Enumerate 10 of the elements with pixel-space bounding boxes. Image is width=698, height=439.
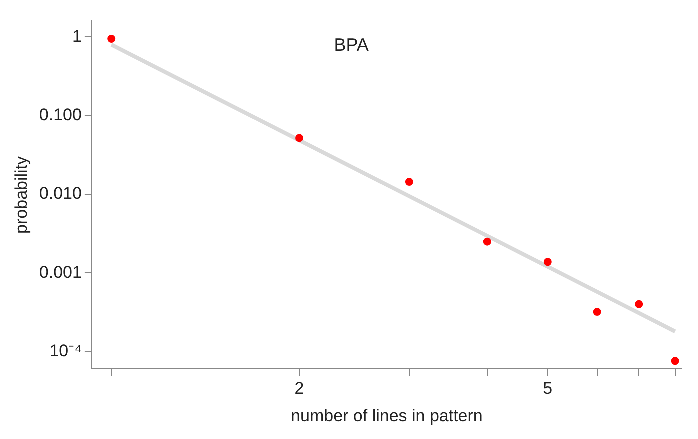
y-axis-title: probability — [12, 156, 31, 234]
x-tick-label: 2 — [294, 379, 304, 398]
x-axis-title: number of lines in pattern — [291, 406, 483, 426]
y-tick-label: 0.100 — [39, 106, 82, 125]
annotation: BPA — [334, 35, 369, 56]
x-tick-label: 5 — [543, 379, 553, 398]
y-tick-label: 1 — [72, 26, 82, 46]
y-tick-label: 10⁻⁴ — [50, 341, 82, 360]
y-tick-label: 0.001 — [39, 262, 82, 282]
y-tick-label: 0.010 — [39, 184, 82, 204]
